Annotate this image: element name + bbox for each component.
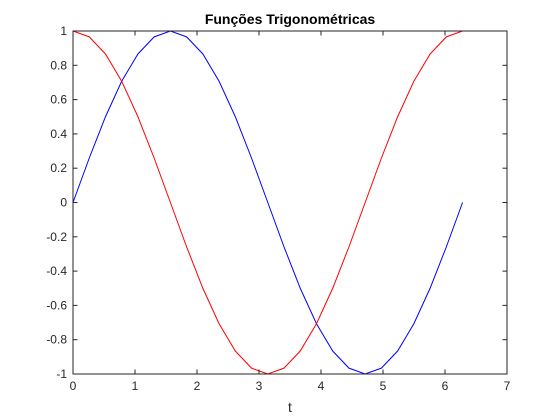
y-tick-label: -0.2 (46, 230, 67, 244)
x-tick-label: 6 (442, 379, 449, 393)
y-tick-label: -0.4 (46, 264, 67, 278)
y-tick-label: 0.2 (50, 161, 67, 175)
x-axis-title: t (288, 399, 292, 415)
x-tick-label: 1 (132, 379, 139, 393)
x-tick-label: 4 (318, 379, 325, 393)
x-tick-label: 0 (70, 379, 77, 393)
y-tick-label: 1 (60, 24, 67, 38)
plot-background (73, 31, 507, 374)
y-tick-label: -1 (56, 367, 67, 381)
x-tick-label: 3 (256, 379, 263, 393)
series-line-1 (72, 30, 464, 375)
x-tick-label: 2 (194, 379, 201, 393)
y-tick-label: -0.6 (46, 298, 67, 312)
x-tick-label: 7 (504, 379, 511, 393)
y-tick-label: 0.4 (50, 127, 67, 141)
y-tick-label: 0.6 (50, 93, 67, 107)
y-tick-label: 0 (60, 196, 67, 210)
ticks-layer: 0 1 2 3 4 5 6 7 -1 -0.8 -0.6 -0.4 -0.2 0 0.2 0.4 0.6 0.8 1 (46, 24, 510, 393)
chart-title: Funções Trigonométricas (205, 11, 376, 27)
plot-area (73, 31, 507, 374)
x-tick-label: 5 (380, 379, 387, 393)
y-tick-label: 0.8 (50, 58, 67, 72)
y-tick-label: -0.8 (46, 333, 67, 347)
